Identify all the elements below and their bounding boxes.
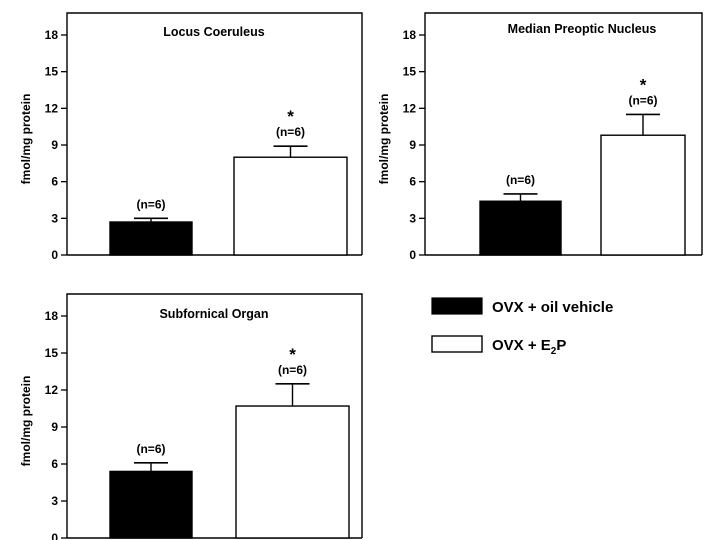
chart-title: Median Preoptic Nucleus: [508, 22, 657, 36]
y-tick-label: 9: [409, 138, 416, 152]
bar-e2p: [235, 405, 350, 539]
chart-panel-subfornical-organ: Subfornical Organ 0 3 6 9 12 15 18 fmol/mg prote…: [19, 293, 363, 540]
plot-frame: [66, 293, 363, 538]
y-tick-label: 12: [45, 101, 59, 115]
significance-marker: *: [289, 345, 296, 364]
y-axis-label: fmol/mg protein: [19, 376, 33, 467]
legend: OVX + oil vehicle OVX + E2P: [431, 297, 613, 357]
y-tick-label: 15: [45, 65, 59, 79]
y-tick-label: 3: [51, 494, 58, 508]
y-tick-label: 9: [51, 138, 58, 152]
y-tick-label: 18: [403, 28, 417, 42]
y-tick-label: 12: [45, 383, 59, 397]
bar-oil-vehicle: [109, 221, 193, 256]
n-label: (n=6): [136, 442, 165, 456]
chart-title: Subfornical Organ: [159, 307, 268, 321]
plot-frame: [66, 12, 363, 255]
y-tick-label: 0: [409, 248, 416, 262]
chart-panel-locus-coeruleus: Locus Coeruleus 0 3 6 9 12 15 18 fmol/mg protein…: [19, 12, 363, 262]
y-tick-label: 15: [403, 65, 417, 79]
y-tick-label: 12: [403, 101, 417, 115]
plot-frame: [424, 12, 703, 255]
chart-panel-median-preoptic-nucleus: Median Preoptic Nucleus 0 3 6 9 12 15 18 fmol/mg…: [377, 12, 703, 262]
n-label: (n=6): [136, 197, 165, 211]
y-tick-label: 3: [51, 211, 58, 225]
legend-swatch-oil-vehicle: [431, 297, 483, 315]
n-label: (n=6): [278, 363, 307, 377]
y-tick-label: 18: [45, 28, 59, 42]
n-label: (n=6): [276, 125, 305, 139]
y-axis-label: fmol/mg protein: [19, 94, 33, 185]
chart-title: Locus Coeruleus: [163, 25, 264, 39]
significance-marker: *: [287, 107, 294, 126]
n-label: (n=6): [506, 173, 535, 187]
y-tick-label: 6: [409, 175, 416, 189]
y-tick-label: 6: [51, 175, 58, 189]
bar-e2p: [600, 134, 686, 256]
y-tick-label: 0: [51, 248, 58, 262]
bar-e2p: [233, 156, 348, 256]
y-tick-label: 18: [45, 309, 59, 323]
y-axis-label: fmol/mg protein: [377, 94, 391, 185]
y-tick-label: 15: [45, 346, 59, 360]
y-tick-label: 0: [51, 531, 58, 540]
y-tick-label: 6: [51, 457, 58, 471]
legend-label-e2p: OVX + E2P: [492, 337, 566, 357]
bar-oil-vehicle: [109, 470, 193, 539]
significance-marker: *: [640, 75, 647, 94]
bar-oil-vehicle: [479, 200, 562, 256]
legend-label-oil-vehicle: OVX + oil vehicle: [492, 299, 613, 316]
y-tick-label: 9: [51, 420, 58, 434]
legend-swatch-e2p: [431, 335, 483, 353]
n-label: (n=6): [628, 93, 657, 107]
y-tick-label: 3: [409, 211, 416, 225]
